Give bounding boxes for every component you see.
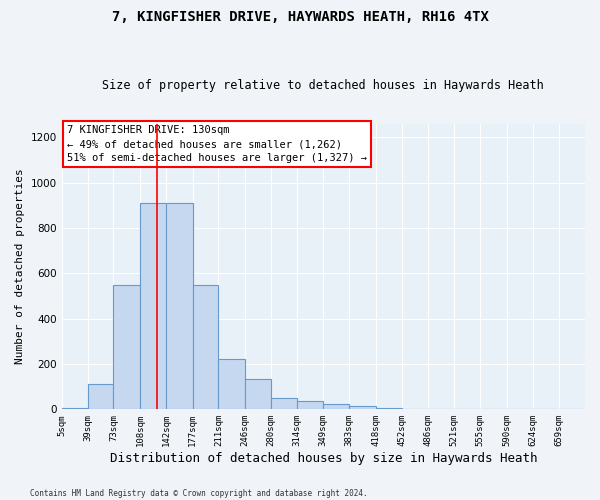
Bar [88,384,113,409]
Bar [62,408,88,410]
Bar [376,408,401,410]
Bar [323,404,349,409]
Bar [349,406,376,409]
Bar [113,284,140,410]
Bar [193,284,218,410]
Y-axis label: Number of detached properties: Number of detached properties [15,168,25,364]
Text: 7 KINGFISHER DRIVE: 130sqm
← 49% of detached houses are smaller (1,262)
51% of s: 7 KINGFISHER DRIVE: 130sqm ← 49% of deta… [67,125,367,163]
Bar [140,203,166,410]
Title: Size of property relative to detached houses in Haywards Heath: Size of property relative to detached ho… [103,79,544,92]
Bar [218,360,245,410]
Bar [271,398,297,409]
Bar [297,402,323,409]
Text: 7, KINGFISHER DRIVE, HAYWARDS HEATH, RH16 4TX: 7, KINGFISHER DRIVE, HAYWARDS HEATH, RH1… [112,10,488,24]
Text: Contains HM Land Registry data © Crown copyright and database right 2024.: Contains HM Land Registry data © Crown c… [30,488,368,498]
X-axis label: Distribution of detached houses by size in Haywards Heath: Distribution of detached houses by size … [110,452,537,465]
Bar [166,203,193,410]
Bar [245,378,271,410]
